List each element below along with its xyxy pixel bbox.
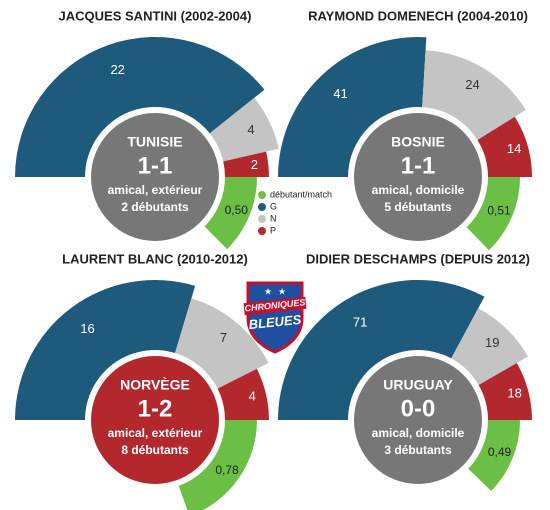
legend-label: N xyxy=(270,213,277,223)
debutant-label: 0,50 xyxy=(225,203,249,217)
panel-title: DIDIER DESCHAMPS (DEPUIS 2012) xyxy=(306,251,530,266)
segment xyxy=(175,298,269,389)
segment xyxy=(478,363,532,420)
panel-title: RAYMOND DOMENECH (2004-2010) xyxy=(308,8,528,23)
segment xyxy=(209,97,279,162)
value-label: 71 xyxy=(353,314,367,329)
opponent: TUNISIE xyxy=(127,134,182,150)
segment xyxy=(278,36,427,177)
panel: LAURENT BLANC (2010-2012) 16 7 4 0,78 NORVÈGE… xyxy=(15,251,269,510)
panel-title: JACQUES SANTINI (2002-2004) xyxy=(59,8,252,23)
legend-swatch xyxy=(258,215,266,223)
score: 1-2 xyxy=(138,395,173,422)
match-type: amical, extérieur xyxy=(108,426,203,440)
value-label: 16 xyxy=(80,321,94,336)
debutant-label: 0,51 xyxy=(487,203,511,217)
debutant-segment xyxy=(178,420,257,510)
debutants: 5 débutants xyxy=(384,200,452,214)
legend-swatch xyxy=(258,203,266,211)
value-label: 19 xyxy=(485,335,499,350)
opponent: NORVÈGE xyxy=(120,377,190,393)
match-type: amical, domicile xyxy=(372,426,465,440)
center-circle xyxy=(91,356,219,484)
panels: JACQUES SANTINI (2002-2004) 22 4 2 0,50 TUNIS… xyxy=(15,8,532,510)
legend-swatch xyxy=(258,227,266,235)
opponent: URUGUAY xyxy=(383,377,453,393)
logo: ★ ★ CHRONIQUES BLEUES xyxy=(243,281,307,354)
segment xyxy=(451,308,528,385)
score: 1-1 xyxy=(401,152,436,179)
opponent: BOSNIE xyxy=(391,134,445,150)
center-circle xyxy=(91,113,219,241)
match-type: amical, domicile xyxy=(372,183,465,197)
score: 0-0 xyxy=(401,395,436,422)
score: 1-1 xyxy=(138,152,173,179)
value-label: 4 xyxy=(247,122,254,137)
debutants: 3 débutants xyxy=(384,443,452,457)
match-type: amical, extérieur xyxy=(108,183,203,197)
value-label: 14 xyxy=(507,141,521,156)
value-label: 2 xyxy=(251,157,258,172)
logo-star: ★ xyxy=(278,286,286,296)
value-label: 24 xyxy=(465,77,479,92)
value-label: 7 xyxy=(220,330,227,345)
segment xyxy=(15,279,196,420)
debutant-label: 0,78 xyxy=(215,463,239,477)
segment xyxy=(422,50,526,141)
legend-swatch xyxy=(258,191,266,199)
segment xyxy=(477,116,532,177)
panel: JACQUES SANTINI (2002-2004) 22 4 2 0,50 TUNIS… xyxy=(15,8,279,250)
legend: débutant/match GNP xyxy=(258,189,332,235)
center-circle xyxy=(354,356,482,484)
value-label: 18 xyxy=(507,386,521,401)
panel: DIDIER DESCHAMPS (DEPUIS 2012) 71 19 18 0,49… xyxy=(278,251,532,491)
logo-band xyxy=(243,296,307,316)
panel: RAYMOND DOMENECH (2004-2010) 41 24 14 0,51 BO… xyxy=(278,8,532,251)
debutant-segment xyxy=(468,420,521,491)
logo-text: BLEUES xyxy=(248,312,302,332)
debutant-label: 0,49 xyxy=(488,445,512,459)
segment xyxy=(223,151,269,177)
legend-label: débutant/match xyxy=(270,189,332,199)
debutants: 2 débutants xyxy=(121,200,189,214)
logo-star: ★ xyxy=(264,286,272,296)
legend-label: P xyxy=(270,225,276,235)
segment xyxy=(278,280,485,420)
center-circle xyxy=(354,113,482,241)
segment xyxy=(15,36,265,177)
segment xyxy=(217,368,269,420)
value-label: 41 xyxy=(333,86,347,101)
debutant-segment xyxy=(204,177,257,250)
debutants: 8 débutants xyxy=(121,443,189,457)
panel-title: LAURENT BLANC (2010-2012) xyxy=(62,251,248,266)
debutant-segment xyxy=(466,177,521,251)
legend-label: G xyxy=(270,201,277,211)
value-label: 22 xyxy=(110,62,124,77)
value-label: 4 xyxy=(249,388,256,403)
